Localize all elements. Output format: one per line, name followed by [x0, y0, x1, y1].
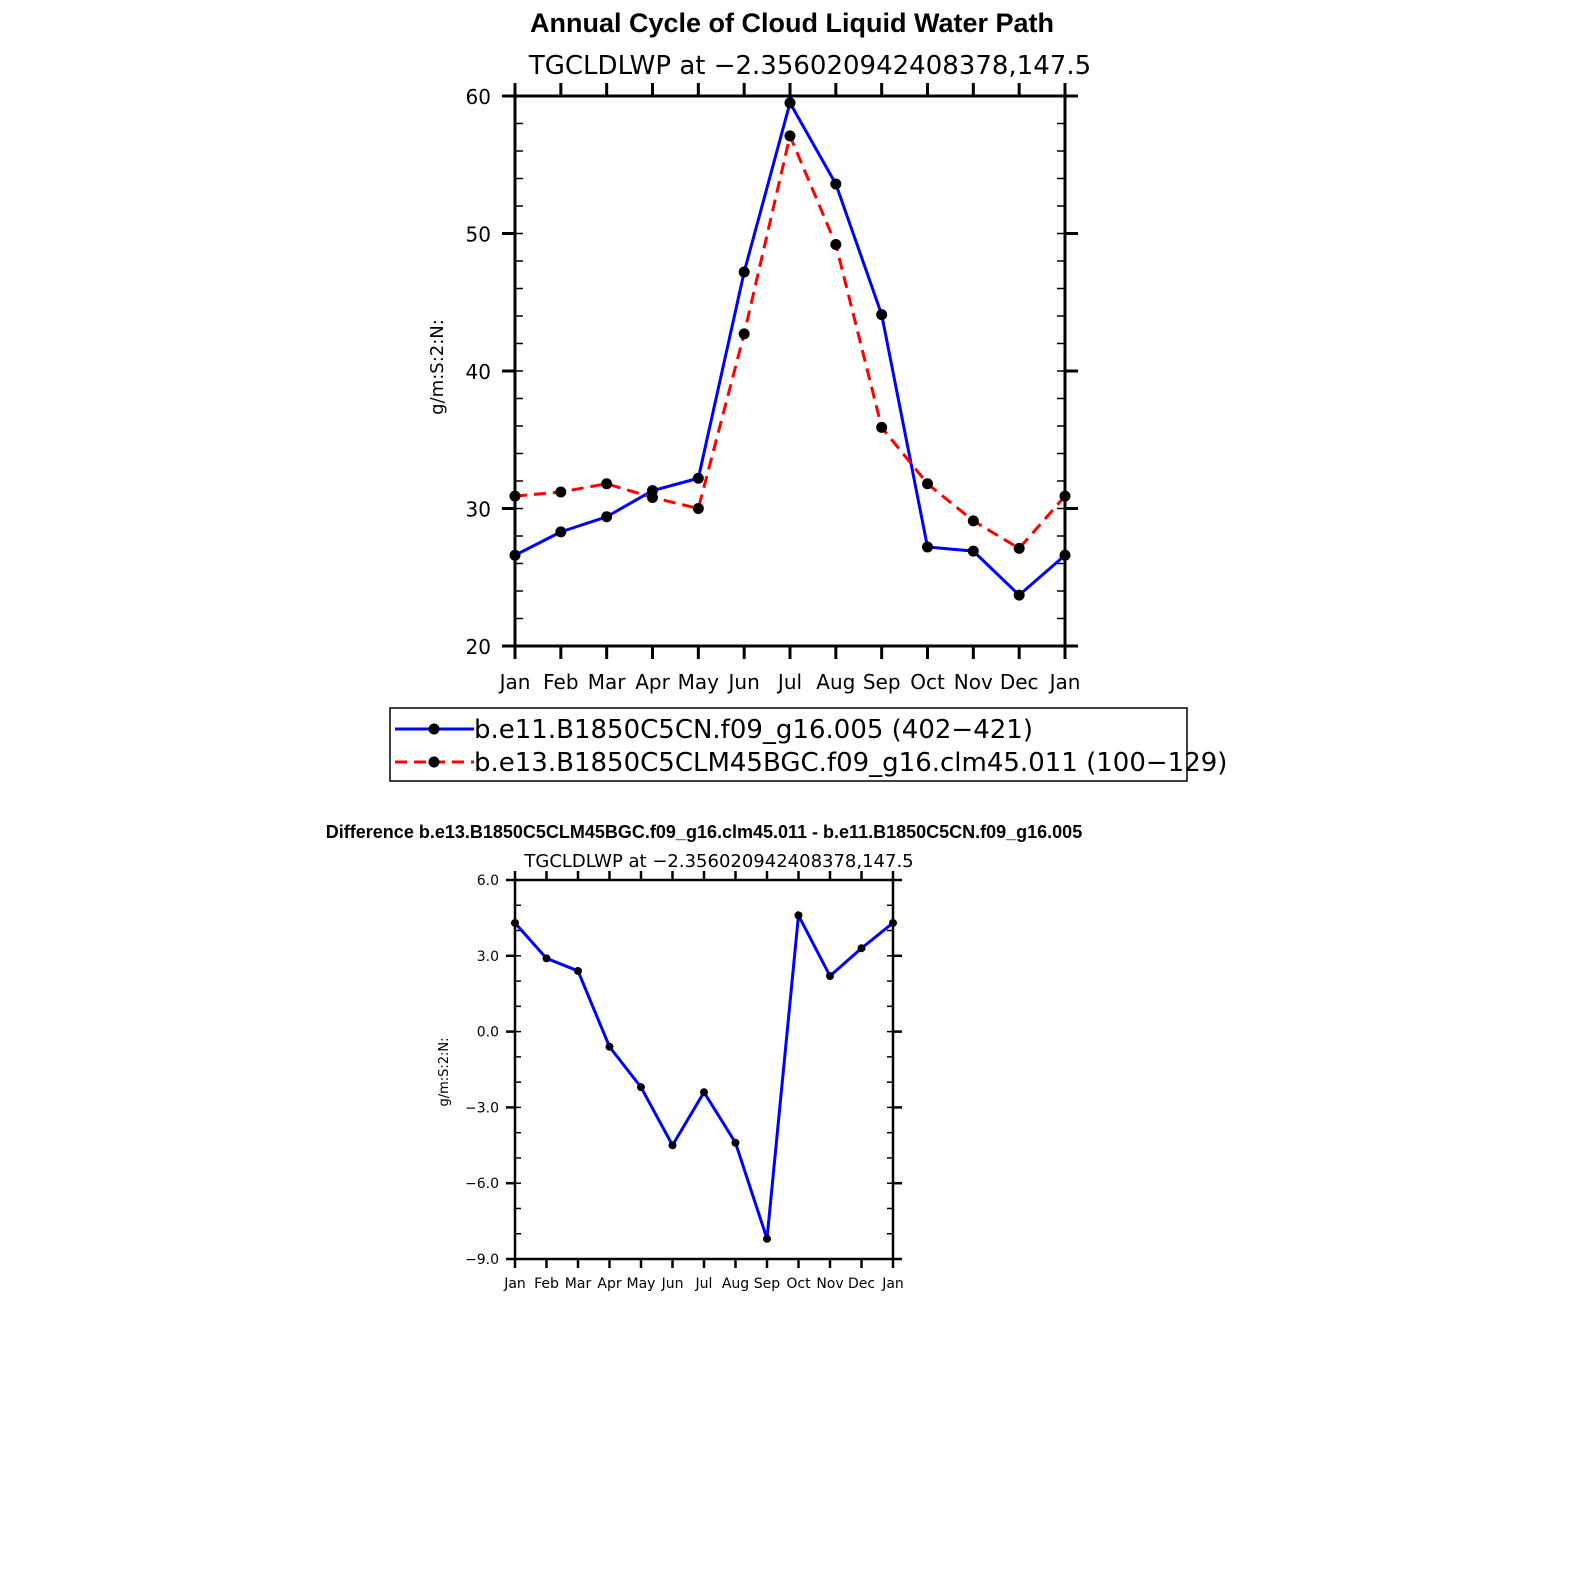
x-tick-label: Mar [565, 1276, 592, 1292]
x-tick-label: Oct [910, 670, 945, 694]
data-point-series-2 [830, 239, 842, 250]
x-tick-label: Aug [722, 1276, 749, 1292]
data-point-series-1 [738, 266, 750, 278]
legend-marker-series-1 [428, 723, 440, 735]
legend-marker-series-2 [428, 756, 440, 768]
data-point-series-1 [857, 944, 866, 953]
data-point-series-1 [637, 1083, 645, 1092]
x-tick-label: Jul [695, 1276, 713, 1292]
chart1-plot-frame [513, 94, 1067, 648]
data-point-series-1 [574, 966, 582, 975]
data-point-series-2 [738, 328, 750, 340]
chart1-subtitle: TGCLDLWP at −2.356020942408378,147.5 [528, 51, 1091, 81]
legend-label-series-1: b.e11.B1850C5CN.f09_g16.005 (402−421) [474, 715, 1033, 745]
data-point-series-1 [700, 1088, 708, 1097]
data-point-series-2 [1013, 542, 1025, 554]
data-point-series-1 [763, 1234, 771, 1243]
chart1-title: Annual Cycle of Cloud Liquid Water Path [530, 8, 1054, 38]
data-point-series-1 [967, 545, 979, 557]
data-point-series-2 [555, 486, 567, 498]
data-point-series-1 [692, 472, 704, 484]
y-tick-label: 60 [466, 85, 491, 109]
x-tick-label: Nov [816, 1276, 843, 1292]
y-tick-label: 30 [466, 498, 491, 522]
data-point-series-2 [922, 478, 933, 490]
data-point-series-1 [731, 1138, 740, 1147]
legend-label-series-2: b.e13.B1850C5CLM45BGC.f09_g16.clm45.011 … [474, 748, 1227, 778]
data-point-series-1 [784, 97, 796, 109]
series-line-2 [514, 131, 1067, 551]
x-tick-label: Jan [498, 670, 531, 694]
x-tick-label: Jan [1048, 670, 1081, 694]
x-tick-label: Jan [503, 1276, 526, 1292]
x-tick-label: Sep [754, 1276, 781, 1292]
chart2-y-axis-label: g/m:S:2:N: [437, 1037, 452, 1106]
chart2-title: Difference b.e13.B1850C5CLM45BGC.f09_g16… [326, 822, 1082, 842]
difference-chart: Difference b.e13.B1850C5CLM45BGC.f09_g16… [326, 822, 1082, 1292]
x-tick-label: Apr [635, 670, 670, 694]
data-point-series-1 [826, 972, 834, 981]
series-line-1 [513, 910, 894, 1240]
x-tick-label: Oct [786, 1276, 811, 1292]
chart1-y-axis-label: g/m:S:2:N: [427, 319, 448, 415]
x-tick-label: May [627, 1276, 656, 1292]
x-tick-label: Dec [1000, 670, 1039, 694]
y-tick-label: 40 [466, 360, 491, 384]
y-tick-label: 0.0 [477, 1025, 499, 1041]
data-point-series-2 [647, 492, 658, 503]
y-tick-label: −9.0 [465, 1252, 499, 1268]
y-tick-label: −6.0 [465, 1176, 499, 1192]
x-tick-label: Feb [534, 1276, 559, 1292]
chart2-plot-frame [513, 878, 895, 1261]
x-tick-label: Sep [863, 670, 901, 694]
x-tick-label: Nov [954, 670, 993, 694]
data-point-series-1 [668, 1141, 677, 1150]
x-tick-label: Mar [588, 670, 627, 694]
x-tick-label: Jun [727, 670, 760, 694]
x-tick-label: May [678, 670, 720, 694]
data-point-series-1 [876, 309, 888, 321]
annual-cycle-chart: Annual Cycle of Cloud Liquid Water Path … [389, 8, 1227, 782]
x-tick-label: Jul [776, 670, 802, 694]
data-point-series-1 [830, 178, 842, 190]
y-tick-label: 6.0 [477, 873, 499, 889]
data-point-series-1 [605, 1042, 614, 1051]
y-tick-label: 50 [466, 223, 491, 247]
x-tick-label: Feb [543, 670, 578, 694]
data-point-series-1 [555, 526, 567, 538]
y-tick-label: −3.0 [465, 1100, 499, 1116]
data-point-series-1 [601, 511, 613, 523]
data-point-series-1 [1013, 589, 1025, 601]
data-point-series-2 [601, 478, 613, 490]
x-tick-label: Jan [881, 1276, 904, 1292]
chart1-legend: b.e11.B1850C5CN.f09_g16.005 (402−421) b.… [389, 707, 1227, 782]
data-point-series-2 [876, 421, 888, 433]
y-tick-label: 20 [466, 635, 491, 659]
x-tick-label: Apr [597, 1276, 621, 1292]
y-tick-label: 3.0 [477, 949, 499, 965]
data-point-series-1 [794, 911, 803, 920]
data-point-series-1 [542, 954, 551, 963]
data-point-series-1 [922, 541, 933, 553]
data-point-series-2 [784, 130, 796, 142]
x-tick-label: Aug [816, 670, 855, 694]
legend-box [389, 707, 1188, 782]
data-point-series-2 [967, 515, 979, 527]
x-tick-label: Jun [661, 1276, 684, 1292]
data-point-series-2 [692, 503, 704, 514]
chart2-subtitle: TGCLDLWP at −2.356020942408378,147.5 [523, 851, 913, 872]
series-line-1 [514, 98, 1066, 598]
x-tick-label: Dec [848, 1276, 875, 1292]
